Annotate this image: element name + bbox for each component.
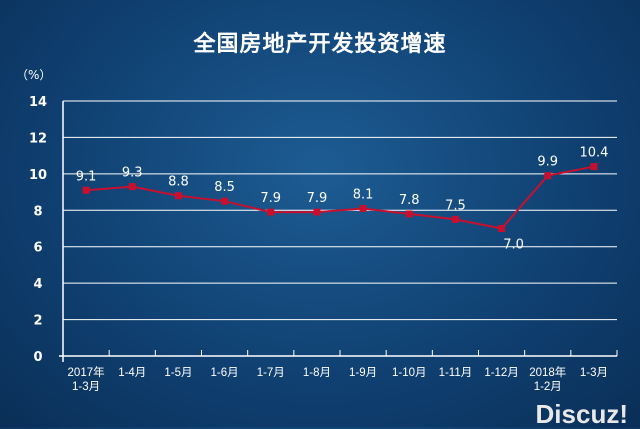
data-label: 9.3 xyxy=(122,166,143,181)
chart-title: 全国房地产开发投资增速 xyxy=(193,32,447,57)
y-tick-label: 10 xyxy=(29,168,47,183)
data-label: 9.1 xyxy=(76,169,97,184)
x-tick-label: 2017年 xyxy=(68,365,105,379)
data-label: 9.9 xyxy=(537,155,558,170)
data-label: 7.9 xyxy=(307,191,328,206)
y-tick-label: 0 xyxy=(33,350,42,365)
data-point xyxy=(544,172,552,180)
y-tick-label: 4 xyxy=(33,277,42,292)
data-label: 7.5 xyxy=(445,198,466,213)
y-axis-unit: （%） xyxy=(16,68,52,82)
data-point xyxy=(498,225,506,232)
y-tick-label: 6 xyxy=(33,241,42,256)
data-point xyxy=(313,208,321,216)
x-tick-label: 1-8月 xyxy=(303,367,331,379)
data-point xyxy=(451,215,459,223)
y-tick-label: 12 xyxy=(29,131,47,146)
y-tick-label: 8 xyxy=(33,204,42,219)
x-tick-label: 1-3月 xyxy=(72,381,100,393)
data-label: 8.5 xyxy=(214,180,235,195)
data-point xyxy=(221,197,229,205)
data-label: 7.9 xyxy=(260,191,281,206)
x-tick-label: 1-4月 xyxy=(118,367,146,379)
data-label: 8.8 xyxy=(168,175,189,190)
data-label: 7.0 xyxy=(503,238,524,253)
x-tick-label: 1-7月 xyxy=(257,367,285,379)
y-tick-label: 2 xyxy=(33,314,42,329)
x-tick-label: 1-5月 xyxy=(164,367,192,379)
data-label: 8.1 xyxy=(353,187,374,202)
data-point xyxy=(128,183,136,191)
data-point xyxy=(590,163,598,171)
x-tick-label: 1-6月 xyxy=(211,367,239,379)
x-tick-label: 1-11月 xyxy=(439,367,473,379)
series-line xyxy=(86,165,595,230)
x-tick-label: 1-9月 xyxy=(349,367,377,379)
x-tick-label: 1-10月 xyxy=(392,367,427,379)
x-tick-label: 1-2月 xyxy=(534,381,562,393)
data-label: 10.4 xyxy=(579,146,608,161)
data-label: 7.8 xyxy=(399,193,420,208)
y-tick-label: 14 xyxy=(29,95,47,110)
watermark: Discuz! xyxy=(535,399,628,429)
data-point xyxy=(174,192,182,200)
data-point xyxy=(359,204,367,212)
data-point xyxy=(405,210,413,218)
x-tick-label: 2018年 xyxy=(529,365,566,379)
data-point xyxy=(82,186,90,194)
x-tick-label: 1-12月 xyxy=(484,367,519,379)
x-tick-label: 1-3月 xyxy=(580,367,608,379)
data-point xyxy=(267,208,275,216)
